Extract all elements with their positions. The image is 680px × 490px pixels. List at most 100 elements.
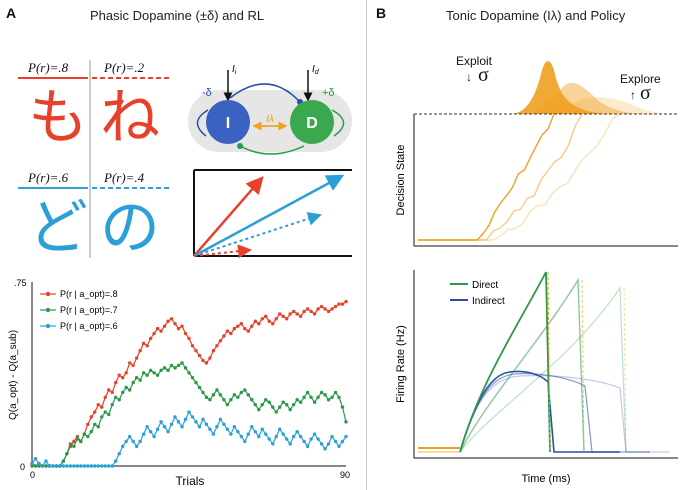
q-xtick-zero: 0 (30, 470, 35, 480)
q-point-2 (121, 390, 125, 395)
q-point-3 (246, 432, 251, 436)
q-point-3 (180, 425, 184, 429)
q-point-1 (305, 307, 310, 311)
q-point-3 (344, 434, 348, 439)
q-point-1 (281, 314, 285, 319)
q-point-3 (86, 464, 90, 468)
q-point-3 (40, 464, 45, 468)
q-point-2 (169, 363, 174, 368)
q-point-1 (232, 326, 237, 331)
q-point-1 (274, 317, 278, 321)
q-point-3 (134, 444, 139, 449)
q-point-3 (110, 464, 114, 468)
q-point-3 (243, 439, 247, 444)
q-point-2 (148, 368, 153, 373)
q-point-2 (323, 393, 327, 397)
q-point-3 (295, 429, 299, 434)
q-point-3 (340, 439, 345, 444)
panel-b-letter: B (376, 5, 387, 21)
q-point-1 (264, 314, 268, 319)
q-point-2 (211, 393, 216, 397)
input-i-label: Ii (232, 64, 237, 76)
vector-blue-solid (193, 174, 345, 258)
q-point-2 (239, 390, 244, 395)
q-point-3 (201, 417, 205, 422)
q-point-3 (215, 425, 219, 429)
q-point-3 (121, 444, 125, 449)
q-point-2 (75, 437, 80, 441)
q-point-3 (316, 437, 320, 441)
mid-distribution (520, 82, 660, 114)
q-point-1 (333, 304, 338, 309)
q-point-1 (176, 326, 181, 331)
q-point-3 (141, 432, 146, 436)
q-point-2 (68, 442, 73, 446)
q-point-1 (100, 405, 104, 409)
q-point-3 (58, 464, 62, 468)
q-point-2 (204, 395, 209, 400)
q-point-1 (284, 317, 289, 321)
explore-label: Explore (620, 72, 661, 86)
q-point-2 (253, 402, 257, 407)
q-point-3 (194, 420, 198, 424)
q-point-2 (330, 395, 334, 400)
q-point-3 (330, 434, 334, 439)
direct-curve-1 (459, 271, 551, 453)
q-point-3 (169, 422, 174, 426)
q-point-2 (225, 402, 230, 407)
q-point-3 (225, 427, 230, 431)
q-point-2 (187, 371, 191, 375)
q-point-3 (117, 452, 121, 456)
q-point-1 (260, 317, 264, 321)
q-point-2 (243, 388, 247, 392)
q-point-2 (37, 464, 41, 468)
q-point-3 (162, 425, 167, 429)
q-point-2 (82, 432, 87, 436)
explore-distribution (530, 97, 678, 114)
q-point-2 (344, 420, 348, 424)
q-point-1 (253, 319, 257, 323)
delta-d-label: +δ (322, 87, 335, 99)
q-point-2 (61, 459, 66, 463)
vector-blue-dashed (193, 212, 322, 257)
q-point-1 (93, 410, 97, 414)
explore-sigma: σ (640, 82, 651, 104)
cue-char-2: ね (100, 83, 160, 153)
q-point-3 (173, 415, 177, 419)
exploit-distribution (510, 61, 610, 114)
q-point-2 (114, 395, 118, 400)
q-point-2 (260, 402, 264, 407)
q-point-1 (155, 326, 160, 331)
q-point-1 (291, 309, 296, 314)
q-point-3 (257, 434, 261, 439)
q-point-3 (93, 464, 97, 468)
q-point-1 (236, 324, 240, 328)
legend-direct-label: Direct (472, 280, 498, 291)
i-node-label: I (226, 115, 230, 132)
q-vector-diagram (193, 169, 352, 259)
q-series-line-2 (32, 362, 347, 467)
d-to-i-terminal (237, 143, 243, 149)
q-xlabel: Trials (176, 474, 205, 488)
q-point-3 (100, 464, 104, 468)
threshold-dash-1 (547, 271, 551, 453)
q-point-2 (93, 422, 97, 426)
panel-divider (366, 0, 367, 490)
q-point-2 (86, 434, 90, 439)
q-point-3 (68, 464, 73, 468)
q-ytick-top: .75 (14, 278, 27, 288)
q-point-1 (218, 339, 223, 343)
cue-char-4: の (100, 193, 160, 263)
q-point-3 (239, 434, 244, 439)
q-point-3 (284, 437, 289, 441)
q-point-2 (284, 402, 289, 407)
q-point-1 (141, 341, 146, 346)
q-point-3 (155, 427, 160, 431)
q-point-1 (110, 390, 114, 395)
q-point-3 (190, 415, 195, 419)
legend-indirect-label: Indirect (472, 296, 505, 307)
i-node (206, 100, 250, 144)
q-point-1 (197, 353, 202, 358)
q-point-2 (232, 393, 237, 397)
q-point-2 (326, 398, 331, 402)
